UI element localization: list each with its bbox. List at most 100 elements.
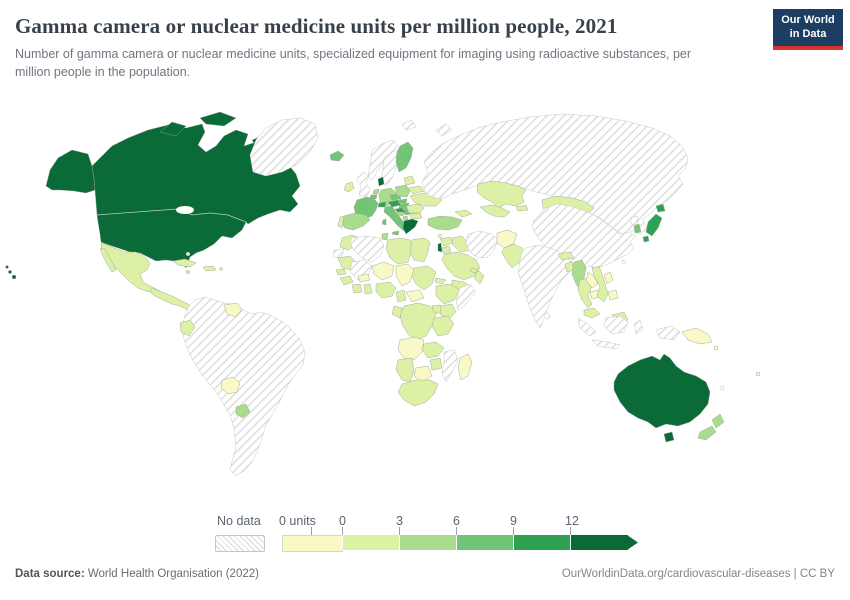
country-tasmania[interactable] [663, 431, 675, 443]
country-cameroon[interactable] [395, 289, 407, 303]
country-algeria[interactable] [349, 235, 385, 263]
country-bulgaria[interactable] [408, 212, 423, 220]
country-puerto-rico[interactable] [219, 267, 223, 271]
country-mexico-baja[interactable] [99, 247, 117, 273]
country-fiji[interactable] [755, 371, 761, 377]
country-new-zealand-north[interactable] [711, 413, 725, 429]
country-north-korea[interactable] [629, 215, 639, 226]
country-canada-arctic-2[interactable] [199, 111, 237, 127]
country-sweden[interactable] [380, 149, 401, 187]
country-spain[interactable] [340, 212, 371, 231]
country-hispaniola[interactable] [202, 265, 217, 272]
country-iran[interactable] [465, 230, 499, 259]
footer-link[interactable]: OurWorldinData.org/cardiovascular-diseas… [561, 568, 835, 580]
country-jordan[interactable] [441, 245, 452, 255]
country-cuba[interactable] [172, 258, 197, 268]
country-ivory-coast[interactable] [351, 283, 363, 294]
legend-bin-0-3[interactable] [342, 535, 400, 550]
country-burkina-faso[interactable] [357, 273, 371, 283]
country-nigeria[interactable] [375, 281, 397, 299]
country-central-african-republic[interactable] [405, 289, 425, 303]
country-papua-new-guinea[interactable] [681, 327, 713, 345]
country-afghanistan[interactable] [496, 229, 518, 249]
country-alaska[interactable] [45, 149, 96, 194]
country-netherlands[interactable] [372, 188, 380, 195]
country-new-caledonia[interactable] [719, 385, 725, 391]
country-japan-kyushu[interactable] [642, 235, 650, 243]
country-finland[interactable] [395, 141, 414, 173]
country-japan-hokkaido[interactable] [655, 203, 666, 213]
country-south-africa[interactable] [397, 379, 439, 407]
country-central-america[interactable] [149, 287, 194, 311]
legend-bin-3-6[interactable] [399, 535, 457, 550]
country-belgium[interactable] [369, 194, 378, 200]
country-norway[interactable] [367, 139, 399, 181]
country-mexico[interactable] [100, 242, 161, 294]
country-bahamas[interactable] [185, 251, 191, 257]
country-sardinia[interactable] [381, 218, 387, 226]
country-kazakhstan[interactable] [476, 180, 527, 209]
country-hawaii-1[interactable] [5, 265, 9, 269]
country-ethiopia[interactable] [435, 283, 461, 305]
country-niger[interactable] [371, 261, 395, 281]
country-malaysia[interactable] [583, 307, 601, 319]
country-new-zealand-south[interactable] [697, 425, 717, 441]
legend-bin-12-plus[interactable] [570, 535, 628, 550]
country-belarus[interactable] [407, 185, 425, 195]
country-romania[interactable] [405, 203, 425, 214]
country-zambia[interactable] [421, 341, 445, 359]
country-philippines-mindanao[interactable] [607, 289, 619, 301]
country-indonesia-sumatra[interactable] [577, 317, 597, 337]
country-south-america-mainland[interactable] [181, 296, 306, 477]
country-sri-lanka[interactable] [543, 312, 551, 320]
country-drc[interactable] [399, 302, 437, 341]
country-botswana[interactable] [413, 365, 433, 383]
country-hawaii-3[interactable] [11, 274, 17, 280]
country-madagascar[interactable] [457, 353, 473, 381]
country-ireland[interactable] [343, 181, 355, 193]
country-kyrgyzstan[interactable] [515, 204, 529, 212]
country-tanzania[interactable] [431, 315, 455, 337]
country-indonesia-sulawesi[interactable] [633, 319, 644, 335]
country-laos[interactable] [585, 271, 599, 289]
legend-zero-swatch[interactable] [282, 535, 343, 552]
country-australia[interactable] [613, 353, 711, 429]
country-libya[interactable] [385, 237, 413, 265]
country-greece[interactable] [402, 218, 419, 235]
country-eritrea[interactable] [434, 277, 447, 285]
country-somalia[interactable] [455, 283, 477, 311]
country-baltic-states[interactable] [403, 175, 416, 186]
country-uzbekistan[interactable] [479, 204, 511, 218]
country-paraguay[interactable] [220, 376, 241, 395]
country-guinea[interactable] [339, 275, 354, 286]
country-japan-honshu[interactable] [645, 213, 663, 237]
country-greenland[interactable] [249, 117, 319, 177]
country-western-sahara[interactable] [332, 248, 345, 259]
country-solomon-islands[interactable] [713, 345, 719, 351]
country-canada-arctic-1[interactable] [159, 121, 187, 137]
country-indonesia-papua[interactable] [655, 325, 681, 341]
legend-bin-6-9[interactable] [456, 535, 514, 550]
country-switzerland[interactable] [377, 201, 387, 208]
country-sicily[interactable] [391, 230, 400, 236]
country-syria[interactable] [439, 236, 454, 247]
country-uruguay[interactable] [235, 403, 251, 419]
legend-no-data-swatch[interactable] [215, 535, 265, 552]
country-taiwan[interactable] [621, 259, 627, 265]
country-tunisia[interactable] [381, 232, 389, 241]
country-congo[interactable] [391, 305, 403, 319]
country-mozambique[interactable] [441, 349, 459, 383]
country-portugal[interactable] [337, 215, 345, 229]
country-egypt[interactable] [409, 237, 431, 263]
country-nepal[interactable] [557, 251, 575, 261]
country-indonesia-java[interactable] [591, 339, 621, 350]
country-hawaii-2[interactable] [8, 270, 12, 274]
country-poland[interactable] [394, 184, 411, 198]
owid-logo[interactable]: Our World in Data [773, 9, 843, 50]
country-indonesia-kalimantan[interactable] [603, 315, 629, 335]
country-bosnia[interactable] [396, 211, 405, 217]
country-novaya-zemlya[interactable] [435, 123, 453, 137]
country-oman[interactable] [473, 269, 485, 285]
country-france[interactable] [353, 196, 379, 220]
country-slovakia[interactable] [397, 198, 408, 204]
